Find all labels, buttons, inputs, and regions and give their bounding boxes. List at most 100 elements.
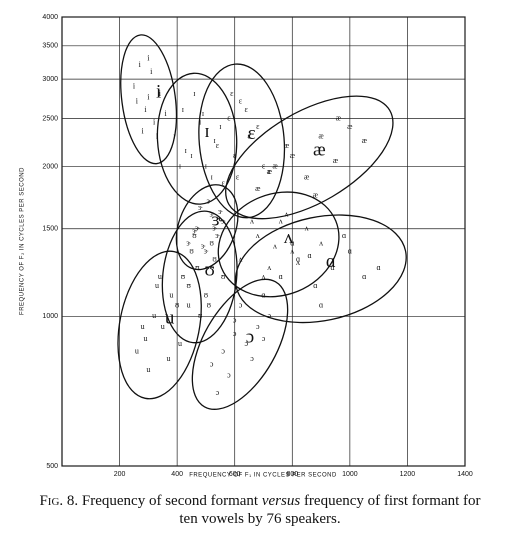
data-point: æ	[333, 156, 339, 165]
y-tick-label: 4000	[42, 14, 58, 21]
data-point: i	[133, 81, 136, 90]
data-point: æ	[272, 161, 278, 170]
data-point: æ	[347, 122, 353, 131]
x-tick-label: 800	[286, 471, 298, 478]
vowel-region	[175, 184, 239, 271]
data-point: ʌ	[256, 231, 260, 240]
data-point: ɑ	[342, 231, 346, 240]
data-point: ʊ	[212, 255, 217, 264]
data-point: i	[147, 53, 150, 62]
chart: FREQUENCY OF F₁ IN CYCLES PER SECOND FRE…	[20, 14, 473, 479]
vowel-region	[156, 72, 238, 205]
data-point: ɪ	[219, 122, 221, 131]
vowel-label: ɛ	[248, 123, 256, 144]
data-point: u	[143, 334, 147, 343]
data-point: i	[136, 97, 139, 106]
data-point: i	[141, 127, 144, 136]
caption: Fig. 8. Frequency of second formant vers…	[30, 492, 490, 528]
data-point: ʊ	[209, 239, 214, 248]
data-point: ɪ	[199, 118, 201, 127]
data-point: ɔ	[267, 311, 271, 320]
data-point: ɛ	[216, 141, 220, 150]
data-point: ɪ	[213, 136, 215, 145]
vowel-label: ʌ	[284, 227, 294, 248]
data-point: ʊ	[181, 272, 186, 281]
data-point: ɛ	[268, 167, 272, 176]
y-tick-label: 1000	[42, 313, 58, 320]
data-point: ɔ	[239, 301, 243, 310]
data-point: ɔ	[216, 388, 220, 397]
data-point: ʌ	[273, 242, 277, 251]
data-point: ɑ	[313, 281, 317, 290]
x-tick-label: 1400	[457, 471, 473, 478]
data-point: æ	[290, 151, 296, 160]
data-point: ʌ	[290, 246, 294, 255]
data-point: ɑ	[307, 251, 311, 260]
data-point: ɝ	[215, 231, 220, 240]
vowel-label: ɑ	[326, 251, 336, 272]
data-point: æ	[313, 190, 319, 199]
vowel-region	[234, 214, 407, 324]
vowel-label: ʊ	[204, 259, 214, 280]
data-point: ɛ	[247, 131, 251, 140]
data-point: ʌ	[285, 210, 289, 219]
data-point: ɛ	[262, 161, 266, 170]
data-point: ɪ	[190, 151, 192, 160]
data-point: ɪ	[211, 173, 213, 182]
data-point: ɪ	[193, 89, 195, 98]
data-point: ʊ	[186, 281, 191, 290]
x-tick-label: 1200	[400, 471, 416, 478]
data-point: u	[135, 346, 139, 355]
data-point: ɑ	[279, 272, 283, 281]
vowel-region	[191, 278, 289, 410]
x-tick-label: 400	[171, 471, 183, 478]
caption-text: Frequency of second formant	[78, 493, 262, 509]
data-point: ɔ	[244, 339, 248, 348]
data-point: æ	[284, 141, 290, 150]
data-point: u	[152, 311, 156, 320]
figure-number: Fig. 8.	[39, 493, 79, 509]
data-point: ɛ	[236, 173, 240, 182]
data-point: ɝ	[201, 242, 206, 251]
data-point: i	[147, 93, 150, 102]
x-axis-label: FREQUENCY OF F₁ IN CYCLES PER SECOND	[189, 473, 337, 479]
data-point: ɝ	[192, 227, 197, 236]
data-point: ɝ	[198, 203, 203, 212]
data-point: ɔ	[233, 316, 237, 325]
data-point: u	[167, 354, 171, 363]
data-point: ɔ	[262, 334, 266, 343]
data-point: ɑ	[290, 239, 294, 248]
data-point: ʌ	[238, 255, 242, 264]
y-tick-label: 1500	[42, 226, 58, 233]
data-point: u	[141, 322, 145, 331]
vowel-label: i	[156, 82, 161, 103]
vowel-region	[217, 191, 340, 298]
data-point: ʌ	[305, 224, 309, 233]
data-point: ɪ	[179, 161, 181, 170]
data-point: ɑ	[377, 263, 381, 272]
data-point: ɑ	[319, 301, 323, 310]
x-tick-label: 200	[114, 471, 126, 478]
y-tick-label: 3500	[42, 43, 58, 50]
data-point: i	[139, 60, 142, 69]
data-point: ɔ	[221, 346, 225, 355]
data-point: ɛ	[227, 113, 231, 122]
data-point: ɔ	[256, 322, 260, 331]
data-point: i	[159, 89, 162, 98]
data-point: ʊ	[204, 291, 209, 300]
data-point: ɝ	[186, 239, 191, 248]
data-point: ɑ	[348, 246, 352, 255]
data-point: ɪ	[202, 109, 204, 118]
data-point: ʌ	[250, 217, 254, 226]
data-point: ʌ	[279, 217, 283, 226]
data-point: ɝ	[218, 207, 223, 216]
vowel-region	[161, 210, 238, 344]
vowel-region	[225, 95, 394, 220]
data-point: u	[146, 365, 150, 374]
vowel-label: æ	[313, 140, 326, 161]
data-point: ɑ	[261, 291, 265, 300]
data-point: æ	[267, 167, 273, 176]
vowel-label: ɪ	[204, 121, 209, 142]
data-point: ɪ	[185, 146, 187, 155]
data-point: i	[150, 67, 153, 76]
